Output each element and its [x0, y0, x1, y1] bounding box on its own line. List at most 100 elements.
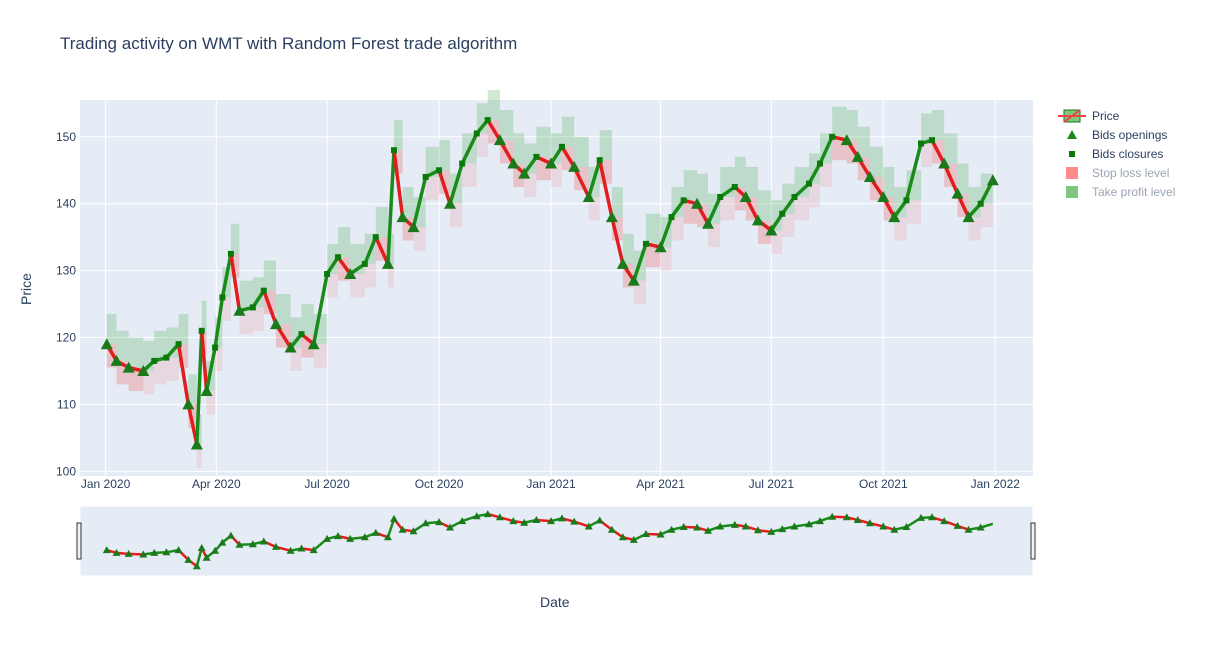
bid-opening-marker: [986, 174, 999, 186]
bid-opening-marker: [863, 170, 876, 182]
range-slider-right-handle[interactable]: [1030, 522, 1036, 560]
price-segment: [658, 215, 674, 249]
stop-loss-box: [215, 347, 223, 371]
stop-loss-box: [290, 347, 302, 371]
bid-opening-marker: [840, 134, 853, 146]
price-segment: [199, 329, 209, 393]
legend-item-bids-openings[interactable]: Bids openings: [1058, 125, 1175, 144]
slider-marker: [192, 562, 201, 570]
legend-label: Stop loss level: [1092, 165, 1170, 180]
stop-loss-box: [782, 213, 795, 238]
stop-loss-box: [327, 273, 339, 298]
bid-closure-marker: [903, 197, 910, 204]
bid-opening-marker: [938, 157, 951, 169]
stop-loss-box: [143, 370, 155, 395]
bid-opening-marker: [654, 241, 667, 253]
bid-closure-marker: [422, 173, 429, 180]
slider-marker: [323, 534, 332, 542]
stop-loss-box: [178, 344, 189, 368]
x-tick-label: Apr 2021: [636, 477, 685, 491]
stop-loss-box: [633, 280, 646, 305]
bid-opening-marker: [691, 197, 704, 209]
slider-marker: [259, 537, 268, 545]
bid-opening-marker: [851, 150, 864, 162]
take-profit-box: [921, 113, 932, 144]
take-profit-box: [375, 207, 388, 238]
bid-closure-marker: [391, 147, 398, 154]
bid-opening-marker: [702, 217, 715, 229]
slider-segment: [195, 547, 203, 567]
bid-closure-marker: [717, 194, 724, 201]
x-tick-labels: Jan 2020 Apr 2020 Jul 2020 Oct 2020 Jan 2021…: [81, 477, 1020, 491]
take-profit-box: [116, 330, 129, 361]
take-profit-box: [561, 116, 575, 147]
bid-opening-marker: [233, 304, 246, 316]
bid-opening-marker: [182, 398, 195, 410]
stop-loss-box: [206, 391, 216, 415]
slider-marker: [607, 525, 616, 533]
bid-opening-marker: [110, 354, 123, 366]
slider-marker: [309, 546, 318, 554]
y-tick-labels: 100 110 120 130 140 150: [56, 130, 76, 479]
slider-marker: [547, 517, 556, 525]
take-profit-box: [106, 314, 117, 345]
slider-marker: [964, 525, 973, 533]
stop-loss-box: [364, 263, 376, 288]
legend-item-stop-loss[interactable]: Stop loss level: [1058, 163, 1175, 182]
slider-marker: [235, 540, 244, 548]
stop-loss-box: [394, 150, 403, 174]
range-slider-left-handle[interactable]: [76, 522, 82, 560]
slider-marker: [409, 527, 418, 535]
slider-segment: [645, 532, 661, 536]
stop-loss-box: [154, 360, 167, 385]
grid-lines: [80, 100, 1033, 476]
red-box-icon: [1058, 165, 1086, 181]
slider-marker: [398, 525, 407, 533]
x-tick-label: Oct 2021: [859, 477, 908, 491]
plot-area: [80, 100, 1033, 476]
stop-loss-box: [906, 200, 922, 224]
legend-item-take-profit[interactable]: Take profit level: [1058, 182, 1175, 201]
stop-loss-box: [551, 163, 562, 187]
legend-item-price[interactable]: Price: [1058, 106, 1175, 125]
x-tick-label: Jul 2020: [304, 477, 350, 491]
stop-loss-box: [588, 197, 600, 221]
bid-opening-marker: [284, 341, 297, 353]
bid-closure-marker: [163, 354, 170, 361]
price-segment: [213, 295, 225, 350]
slider-marker: [805, 520, 814, 528]
slider-marker: [150, 548, 159, 556]
range-slider-background[interactable]: [79, 505, 1034, 577]
slider-marker: [509, 517, 518, 525]
price-segment: [262, 288, 278, 326]
bid-closure-marker: [151, 357, 158, 364]
slider-marker: [828, 512, 837, 520]
slider-marker: [790, 522, 799, 530]
slider-marker: [778, 525, 787, 533]
slider-marker: [112, 548, 121, 556]
take-profit-box: [476, 103, 488, 134]
stop-loss-box: [794, 197, 810, 221]
stop-loss-box: [968, 217, 981, 241]
slider-marker: [248, 540, 257, 548]
take-profit-box: [782, 183, 795, 214]
slider-marker: [124, 549, 133, 557]
price-segment: [411, 175, 428, 229]
take-profit-box: [611, 186, 623, 218]
slider-marker: [741, 522, 750, 530]
bid-opening-marker: [200, 385, 213, 397]
stop-loss-box: [196, 444, 202, 468]
slider-marker: [297, 544, 306, 552]
bid-closure-marker: [436, 167, 443, 174]
legend-label: Take profit level: [1092, 184, 1176, 199]
legend-item-bids-closures[interactable]: Bids closures: [1058, 144, 1175, 163]
take-profit-box: [944, 133, 958, 164]
slider-marker: [618, 533, 627, 541]
stop-loss-box: [425, 176, 440, 201]
take-profit-box: [128, 337, 144, 368]
take-profit-box: [154, 330, 167, 361]
bid-closure-marker: [473, 130, 480, 137]
slider-marker: [520, 518, 529, 526]
legend-label: Bids closures: [1092, 146, 1164, 161]
